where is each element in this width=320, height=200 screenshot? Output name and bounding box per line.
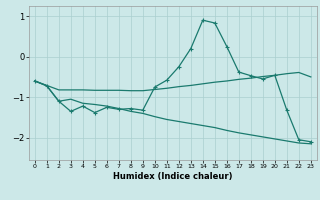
X-axis label: Humidex (Indice chaleur): Humidex (Indice chaleur) xyxy=(113,172,233,181)
